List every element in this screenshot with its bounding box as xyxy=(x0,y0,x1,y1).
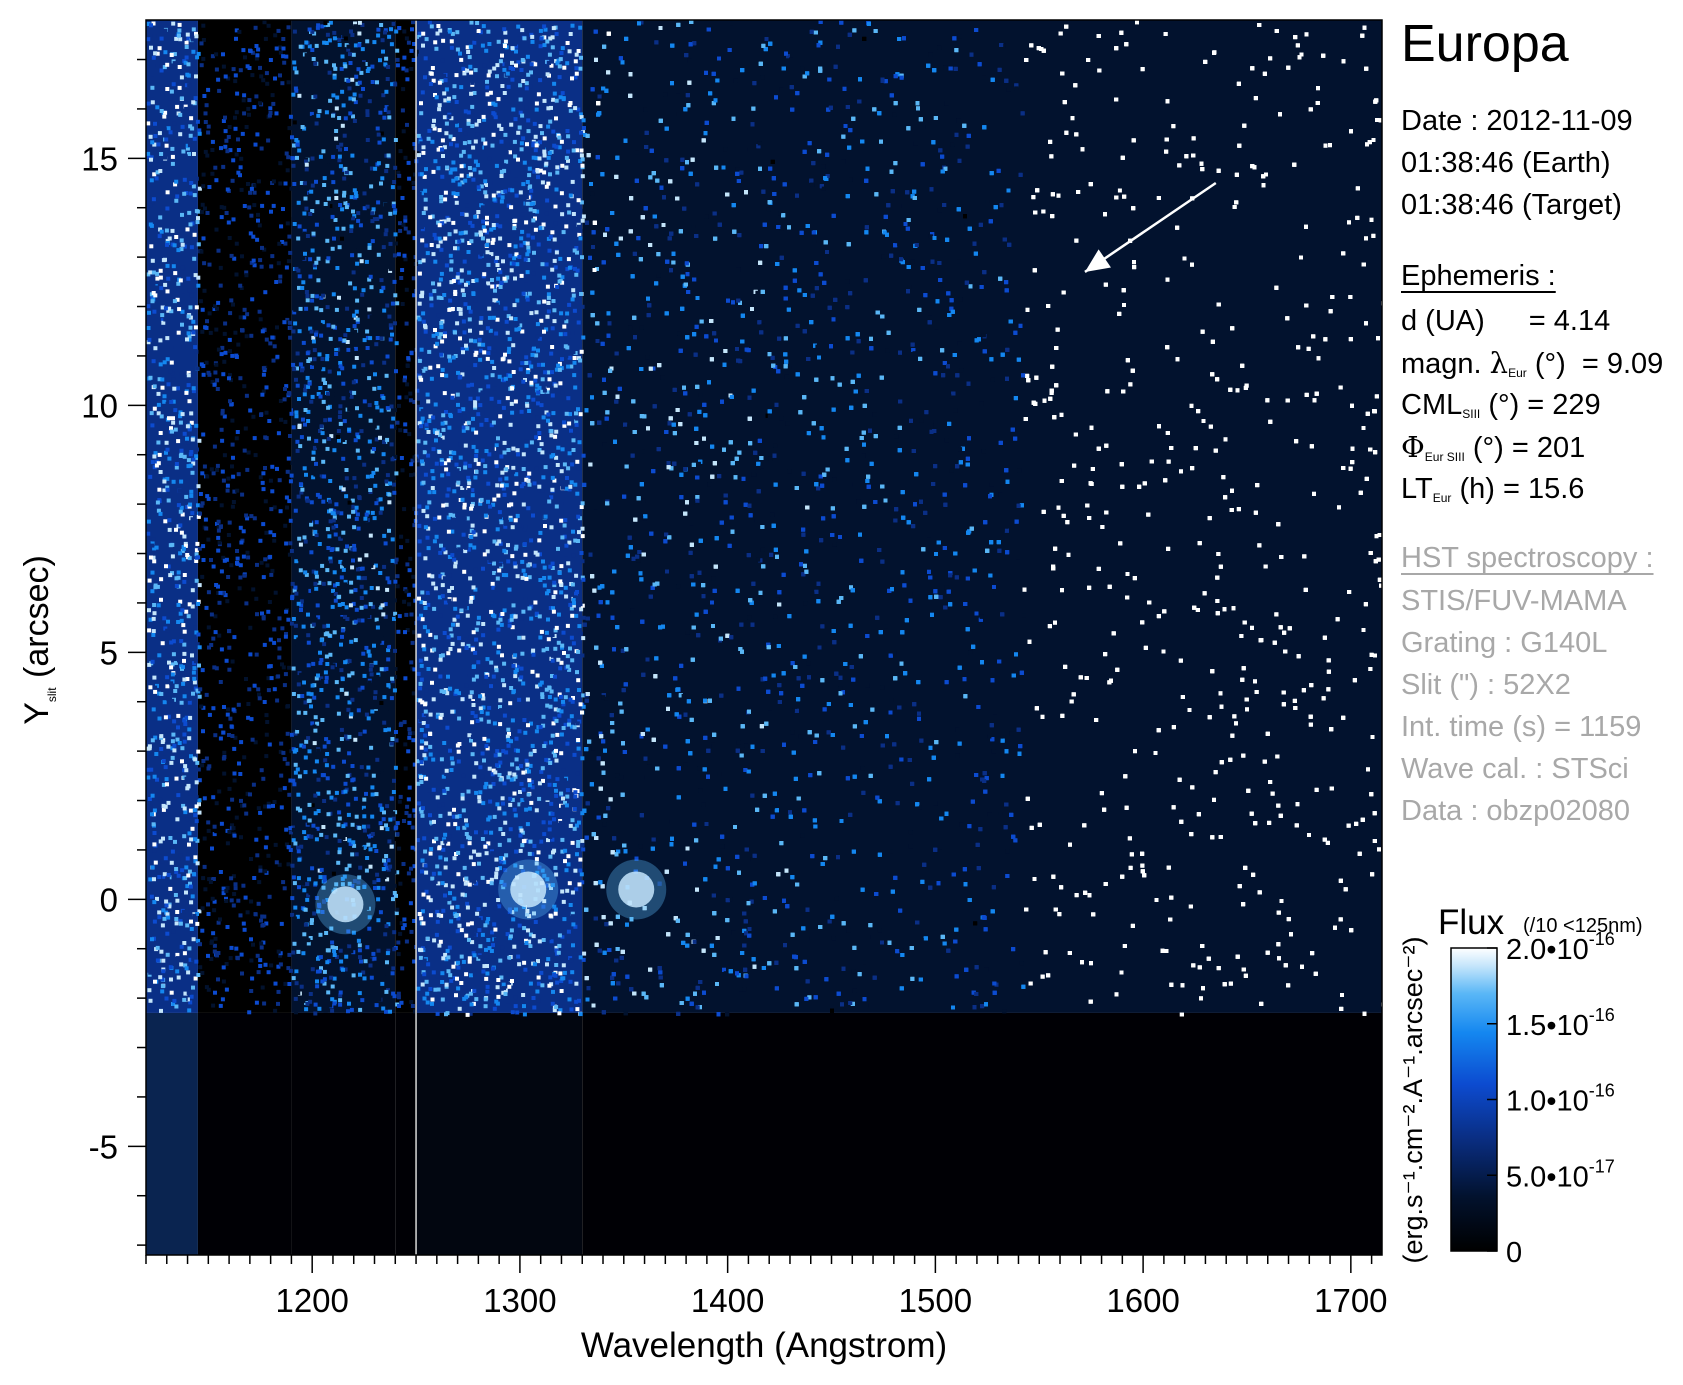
band-lower-background xyxy=(582,1012,1382,1255)
x-tick-label: 1600 xyxy=(1106,1282,1179,1319)
hst-header: HST spectroscopy : xyxy=(1401,542,1654,574)
target-title: Europa xyxy=(1401,15,1569,73)
cml-value: = 229 xyxy=(1527,389,1601,421)
emission-halo xyxy=(498,859,559,920)
colorbar-tick-label: 2.0•10-16 xyxy=(1506,929,1615,966)
emission-spot xyxy=(327,886,364,923)
band-background xyxy=(395,20,417,1013)
ephemeris-cml: CMLSIII (°) = 229 xyxy=(1401,389,1601,421)
y-tick-label: 15 xyxy=(81,140,118,177)
y-tick-label: 10 xyxy=(81,387,118,424)
band-lower-background xyxy=(395,1012,417,1255)
x-tick-label: 1400 xyxy=(691,1282,764,1319)
image-overlays xyxy=(415,20,1217,1255)
date-line: Date : 2012-11-09 xyxy=(1401,105,1633,137)
band-lower-background xyxy=(197,1012,292,1255)
band-lower-background xyxy=(416,1012,583,1255)
local-time-value: = 15.6 xyxy=(1502,473,1585,505)
hst-wave-cal: Wave cal. : STSci xyxy=(1401,753,1629,785)
ephemeris-header: Ephemeris : xyxy=(1401,260,1556,292)
emission-halo xyxy=(315,874,376,935)
hst-integration-time: Int. time (s) = 1159 xyxy=(1401,711,1642,743)
axes: 1200 1300 1400 1500 1600 1700 -5 0 5 10 15 xyxy=(81,58,1388,1319)
hst-detector: STIS/FUV-MAMA xyxy=(1401,585,1627,617)
phi-value: = 201 xyxy=(1511,432,1586,464)
annotation-arrow-shaft xyxy=(1084,181,1217,273)
emission-spot xyxy=(510,871,547,908)
band-background xyxy=(582,20,1382,1013)
y-tick-label: -5 xyxy=(89,1128,118,1165)
emission-halo xyxy=(606,859,667,920)
colorbar-tick-label: 0 xyxy=(1506,1237,1522,1269)
ephemeris-phi: ΦEur SIII (°) = 201 xyxy=(1401,430,1586,464)
emission-spot xyxy=(618,871,655,908)
colorbar-unit-label: (erg.s⁻¹.cm⁻².A⁻¹.arcsec⁻²) xyxy=(1398,936,1428,1263)
hst-grating: Grating : G140L xyxy=(1401,627,1608,659)
ephemeris-distance: d (UA) = 4.14 xyxy=(1401,300,1610,342)
time-target-line: 01:38:46 (Target) xyxy=(1401,189,1622,221)
colorbar-tick-label: 1.0•10-16 xyxy=(1506,1081,1615,1118)
colorbar-title-note: (/10 <125nm) xyxy=(1523,915,1643,937)
speckle-texture xyxy=(146,20,1382,1017)
hst-dataset: Data : obzp02080 xyxy=(1401,795,1630,827)
x-tick-label: 1300 xyxy=(483,1282,556,1319)
time-earth-line: 01:38:46 (Earth) xyxy=(1401,147,1611,179)
annotation-arrow-head xyxy=(1084,249,1111,272)
band-lower-background xyxy=(291,1012,396,1255)
y-tick-label: 5 xyxy=(100,634,118,671)
ephemeris-local-time: LTEur (h) = 15.6 xyxy=(1401,473,1585,505)
latitude-value: = 9.09 xyxy=(1581,348,1664,380)
distance-label: d (UA) xyxy=(1401,305,1485,337)
ephemeris-latitude: magn. λEur (°) = 9.09 xyxy=(1401,346,1664,380)
band-background xyxy=(291,20,396,1013)
y-tick-label: 0 xyxy=(100,881,118,918)
x-tick-label: 1500 xyxy=(899,1282,972,1319)
x-tick-label: 1700 xyxy=(1314,1282,1387,1319)
plot-frame xyxy=(145,19,1383,1256)
y-axis-label: Yslit (arcsec) xyxy=(18,555,59,725)
band-lower-background xyxy=(146,1012,198,1255)
colorbar-ticks: 0 5.0•10-17 1.0•10-16 1.5•10-16 2.0•10-16 xyxy=(1487,929,1615,1269)
distance-value: = 4.14 xyxy=(1528,305,1611,337)
x-axis-label: Wavelength (Angstrom) xyxy=(581,1326,947,1365)
hst-slit: Slit (") : 52X2 xyxy=(1401,669,1571,701)
colorbar-tick-label: 1.5•10-16 xyxy=(1506,1005,1615,1042)
x-tick-label: 1200 xyxy=(275,1282,348,1319)
colorbar-tick-label: 5.0•10-17 xyxy=(1506,1156,1615,1193)
spectrum-image xyxy=(146,20,1382,1255)
colorbar-title: Flux xyxy=(1438,903,1505,942)
